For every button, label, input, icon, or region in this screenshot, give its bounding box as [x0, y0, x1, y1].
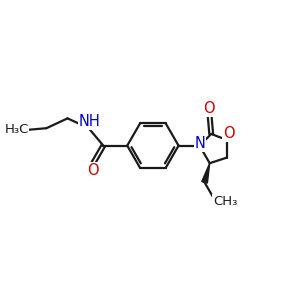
- Text: N: N: [194, 136, 205, 152]
- Text: O: O: [223, 126, 235, 141]
- Polygon shape: [202, 163, 210, 183]
- Text: CH₃: CH₃: [213, 195, 237, 208]
- Text: NH: NH: [78, 114, 100, 129]
- Text: H₃C: H₃C: [4, 123, 29, 136]
- Text: O: O: [88, 163, 99, 178]
- Text: O: O: [203, 101, 214, 116]
